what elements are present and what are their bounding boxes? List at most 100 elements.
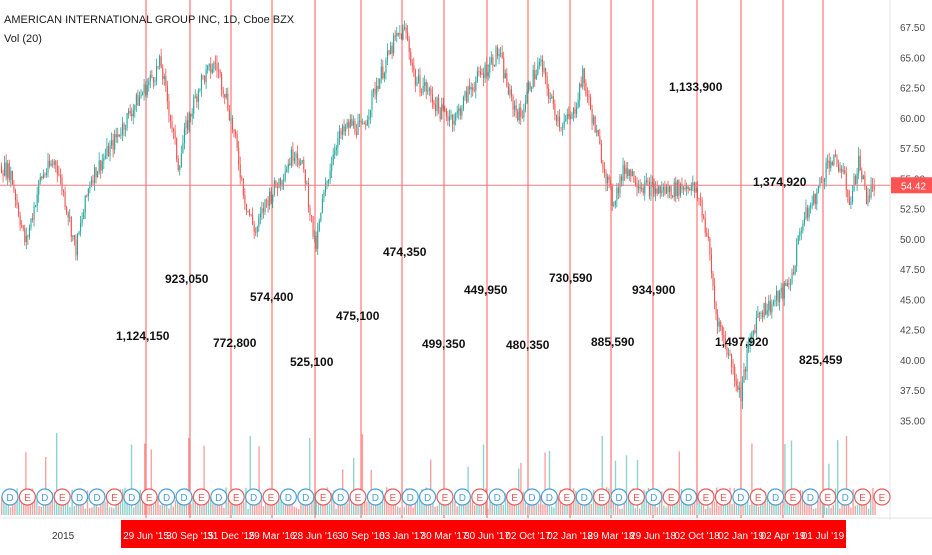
volume-bar: [265, 503, 267, 515]
candle-body: [727, 353, 730, 355]
volume-bar: [856, 504, 859, 515]
volume-bar: [788, 497, 790, 515]
candle-body: [373, 88, 375, 92]
candle-body: [473, 90, 475, 92]
candle-body: [297, 153, 299, 160]
candle-body: [171, 121, 173, 130]
candle-body: [861, 170, 863, 180]
candle-body: [613, 204, 615, 206]
candle-body: [169, 115, 172, 122]
volume-bar: [377, 496, 379, 515]
candle-body: [723, 335, 725, 339]
event-marker-letter: D: [650, 493, 657, 504]
candle-body: [802, 223, 804, 231]
volume-bar: [315, 500, 317, 515]
date-label: 02 Apr '19: [761, 531, 806, 542]
candle-body: [630, 169, 632, 177]
volume-bar: [434, 506, 436, 515]
candle-body: [602, 162, 604, 169]
volume-bar: [683, 503, 685, 515]
candle-body: [123, 123, 125, 130]
event-marker: [88, 488, 106, 506]
volume-bar: [324, 497, 326, 515]
volume-bar: [542, 504, 544, 515]
volume-bar: [148, 502, 150, 515]
candle-body: [338, 130, 340, 139]
volume-bar: [848, 505, 850, 515]
volume-bar: [482, 444, 485, 515]
candle-body: [399, 33, 401, 35]
candle-body: [524, 102, 526, 110]
candle-body: [633, 171, 635, 183]
event-marker-letter: D: [842, 493, 849, 504]
candle-body: [803, 218, 805, 224]
volume-bar: [34, 498, 36, 515]
volume-bar: [75, 503, 78, 515]
candle-body: [560, 127, 562, 129]
candle-body: [363, 122, 365, 125]
volume-bar: [152, 504, 155, 515]
event-marker: [401, 488, 419, 506]
date-label: 29 Jun '15: [123, 531, 169, 542]
volume-bar: [249, 436, 251, 515]
volume-annotation: 934,900: [632, 283, 676, 297]
volume-bar: [665, 507, 667, 515]
candle-body: [656, 188, 658, 194]
volume-bar: [768, 498, 771, 515]
volume-bar: [410, 497, 412, 515]
candle-body: [143, 84, 145, 94]
event-marker: [175, 488, 193, 506]
volume-bar: [524, 502, 526, 515]
candle-body: [391, 45, 393, 54]
candle-body: [594, 116, 596, 133]
volume-bar: [331, 493, 333, 515]
volume-bar: [60, 501, 62, 515]
candle-body: [168, 101, 170, 116]
volume-bar: [20, 499, 23, 515]
candle-body: [487, 72, 489, 77]
chart-title: AMERICAN INTERNATIONAL GROUP INC, 1D, Cb…: [4, 14, 295, 26]
volume-bar: [97, 507, 100, 515]
volume-bar: [863, 502, 865, 515]
candle-body: [75, 239, 77, 256]
candle-body: [707, 236, 709, 239]
candle-body: [35, 206, 37, 207]
candle-body: [462, 97, 464, 109]
volume-bar: [859, 499, 861, 515]
candle-body: [538, 62, 540, 66]
event-marker: [297, 488, 315, 506]
candle-body: [117, 134, 119, 138]
candle-body: [397, 33, 399, 35]
volume-bar: [232, 503, 234, 515]
candle-body: [735, 381, 737, 386]
volume-bar: [830, 507, 832, 515]
candle-body: [817, 186, 819, 193]
candle-body: [622, 165, 624, 181]
volume-bar: [694, 491, 696, 515]
candle-body: [732, 366, 734, 368]
volume-bar: [18, 499, 20, 515]
candle-body: [489, 62, 491, 73]
candle-body: [303, 159, 305, 170]
volume-bar: [155, 492, 157, 515]
volume-bar: [724, 504, 727, 515]
event-marker-letter: D: [128, 493, 135, 504]
volume-bar: [775, 505, 777, 515]
volume-bar: [390, 501, 392, 515]
candle-body: [586, 94, 588, 96]
candle-body: [749, 337, 751, 345]
volume-bar: [181, 503, 183, 515]
candle-body: [106, 146, 108, 156]
candle-body: [173, 129, 175, 132]
candle-body: [61, 177, 63, 191]
candle-body: [334, 150, 336, 155]
candle-body: [819, 178, 821, 187]
candle-body: [873, 184, 875, 191]
volume-bar: [601, 435, 603, 515]
candle-body: [204, 75, 206, 82]
volume-bar: [399, 507, 401, 515]
candle-body: [566, 114, 568, 120]
volume-bar: [262, 506, 265, 515]
